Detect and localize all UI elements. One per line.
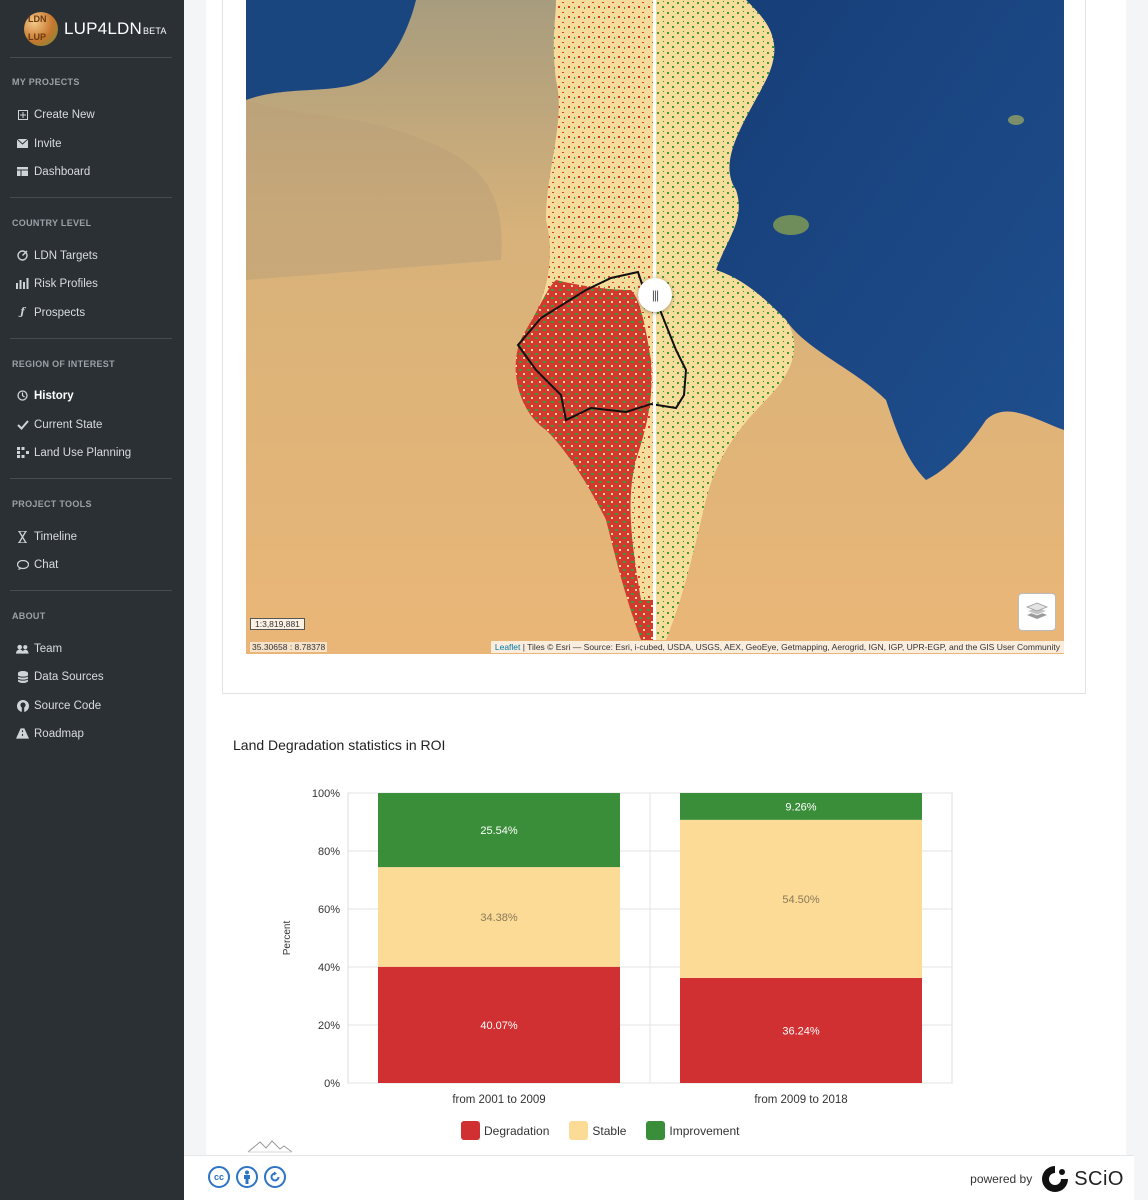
data-label: 40.07% — [480, 1020, 518, 1032]
map-scale: 1:3,819,881 — [250, 618, 305, 630]
sidebar-item-dashboard[interactable]: Dashboard — [16, 165, 90, 178]
sidebar-item-roadmap[interactable]: Roadmap — [16, 727, 84, 740]
envelope-icon — [16, 137, 29, 150]
layers-button[interactable] — [1018, 593, 1056, 631]
y-axis-label: Percent — [282, 921, 293, 956]
map-card: ||| 1:3,819,881 35.30658 : 8.78378 Leafl… — [222, 0, 1086, 694]
layers-icon — [1026, 602, 1048, 619]
y-tick-label: 40% — [318, 962, 340, 974]
mountain-logo-icon — [247, 1140, 293, 1153]
logo-mark-icon: LDN LUP — [24, 12, 58, 46]
dashboard-icon — [16, 165, 29, 178]
cc-icon[interactable]: cc — [208, 1166, 230, 1188]
content-panel: ||| 1:3,819,881 35.30658 : 8.78378 Leafl… — [206, 0, 1126, 1155]
leaflet-link[interactable]: Leaflet — [494, 642, 521, 652]
data-label: 54.50% — [782, 894, 820, 906]
y-tick-label: 20% — [318, 1020, 340, 1032]
bar-segment-improvement — [680, 793, 922, 820]
split-divider[interactable] — [653, 0, 656, 640]
roadmap-icon — [16, 727, 29, 740]
y-tick-label: 80% — [318, 846, 340, 858]
sidebar-item-current-state[interactable]: Current State — [16, 418, 102, 431]
x-tick-label: from 2009 to 2018 — [754, 1094, 847, 1106]
by-attribution-icon[interactable] — [236, 1166, 258, 1188]
sidebar-item-create-new[interactable]: Create New — [16, 108, 95, 121]
bar-segment-stable — [680, 819, 922, 978]
target-icon — [16, 249, 29, 262]
sidebar-item-risk-profiles[interactable]: Risk Profiles — [16, 277, 98, 290]
github-icon — [16, 699, 29, 712]
chart-svg: 0% 20% 40% 60% 80% 100% Percent 40.07% 34.38% 25.… — [282, 788, 953, 1106]
legend-swatch — [646, 1121, 666, 1140]
scio-logo[interactable]: SCiO — [1040, 1164, 1124, 1194]
scio-logo-icon — [1042, 1166, 1069, 1192]
legend-item-stable[interactable]: Stable — [569, 1121, 626, 1140]
scrollbar-track[interactable] — [1134, 0, 1148, 1200]
legend-swatch — [461, 1121, 480, 1140]
stats-title: Land Degradation statistics in ROI — [233, 737, 446, 753]
sidebar: LDN LUP LUP4LDNBETA MY PROJECTS Create N… — [0, 0, 184, 1200]
sidebar-item-invite[interactable]: Invite — [16, 137, 62, 150]
hourglass-icon — [16, 530, 29, 543]
chart-legend: Degradation Stable Improvement — [461, 1121, 759, 1140]
sidebar-item-ldn-targets[interactable]: LDN Targets — [16, 249, 98, 262]
plus-square-icon — [16, 108, 29, 121]
map-coordinates: 35.30658 : 8.78378 — [250, 642, 328, 652]
powered-by: powered by SCiO — [970, 1164, 1124, 1194]
bar-segment-improvement — [378, 793, 620, 868]
bar-chart-icon — [16, 277, 29, 290]
section-project-tools: PROJECT TOOLS — [12, 499, 92, 509]
data-label: 34.38% — [480, 912, 518, 924]
legend-item-degradation[interactable]: Degradation — [461, 1121, 549, 1140]
legend-swatch — [569, 1121, 589, 1140]
bar-segment-degradation — [680, 977, 922, 1083]
bar-segment-degradation — [378, 966, 620, 1083]
data-label: 36.24% — [782, 1025, 820, 1037]
section-country-level: COUNTRY LEVEL — [12, 218, 92, 228]
sidebar-item-chat[interactable]: Chat — [16, 558, 58, 571]
license-icons[interactable]: cc — [208, 1166, 292, 1188]
sidebar-item-land-use-planning[interactable]: Land Use Planning — [16, 446, 131, 459]
sidebar-item-timeline[interactable]: Timeline — [16, 530, 77, 543]
grid-icon — [16, 446, 29, 459]
section-about: ABOUT — [12, 611, 46, 621]
main-area: ||| 1:3,819,881 35.30658 : 8.78378 Leafl… — [184, 0, 1148, 1200]
check-icon — [16, 418, 29, 431]
map-attribution: Leaflet | Tiles © Esri — Source: Esri, i… — [490, 641, 1064, 653]
share-alike-icon[interactable] — [264, 1166, 286, 1188]
sidebar-item-history[interactable]: History — [16, 389, 74, 402]
section-my-projects: MY PROJECTS — [12, 77, 80, 87]
section-region-of-interest: REGION OF INTEREST — [12, 359, 115, 369]
bar-segment-stable — [378, 867, 620, 967]
data-label: 25.54% — [480, 825, 518, 837]
sidebar-item-prospects[interactable]: ƒ Prospects — [16, 306, 85, 319]
data-label: 9.26% — [785, 801, 816, 813]
app-name: LUP4LDNBETA — [64, 19, 167, 38]
sidebar-item-team[interactable]: Team — [16, 642, 62, 655]
history-icon — [16, 389, 29, 402]
legend-item-improvement[interactable]: Improvement — [646, 1121, 739, 1140]
x-tick-label: from 2001 to 2009 — [452, 1094, 545, 1106]
app-logo[interactable]: LDN LUP LUP4LDNBETA — [24, 12, 167, 46]
y-tick-label: 0% — [324, 1078, 340, 1090]
function-icon: ƒ — [20, 307, 25, 318]
chat-icon — [16, 558, 29, 571]
footer: cc powered by SCiO — [184, 1155, 1148, 1200]
split-handle[interactable]: ||| — [638, 278, 672, 312]
y-tick-label: 60% — [318, 904, 340, 916]
database-icon — [16, 670, 29, 683]
degradation-chart: 0% 20% 40% 60% 80% 100% Percent 40.07% 34.38% 25.… — [266, 780, 966, 1110]
sidebar-item-source-code[interactable]: Source Code — [16, 699, 101, 712]
sidebar-item-data-sources[interactable]: Data Sources — [16, 670, 104, 683]
comparison-map[interactable]: ||| 1:3,819,881 35.30658 : 8.78378 Leafl… — [246, 0, 1064, 654]
team-icon — [16, 642, 29, 655]
y-tick-label: 100% — [312, 788, 340, 800]
